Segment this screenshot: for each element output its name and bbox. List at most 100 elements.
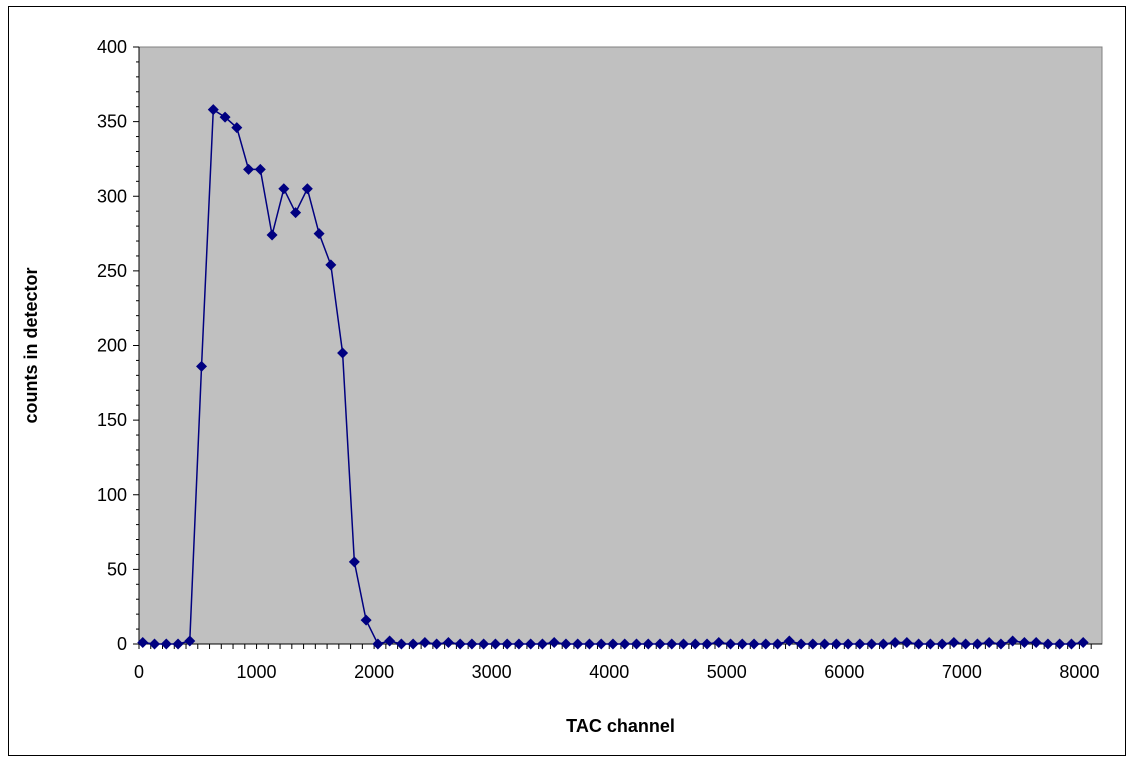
- data-point: [842, 638, 854, 650]
- data-point: [196, 360, 208, 372]
- data-point: [266, 229, 278, 241]
- data-point: [278, 183, 290, 195]
- y-axis-title: counts in detector: [21, 267, 41, 423]
- x-tick-label: 2000: [354, 662, 394, 682]
- data-point: [172, 638, 184, 650]
- data-point: [149, 638, 161, 650]
- data-point: [583, 638, 595, 650]
- data-point: [678, 638, 690, 650]
- data-point: [1030, 637, 1042, 649]
- data-point: [489, 638, 501, 650]
- data-point: [995, 638, 1007, 650]
- data-point: [313, 228, 325, 240]
- data-point: [948, 637, 960, 649]
- x-tick-label: 8000: [1059, 662, 1099, 682]
- data-point: [290, 207, 302, 219]
- plot-area: [138, 46, 1103, 645]
- data-point: [184, 635, 196, 647]
- y-tick-label: 400: [97, 37, 127, 57]
- data-point: [783, 635, 795, 647]
- data-point: [219, 111, 231, 123]
- data-point: [536, 638, 548, 650]
- data-point: [407, 638, 419, 650]
- data-point: [442, 637, 454, 649]
- data-point: [924, 638, 936, 650]
- data-point: [748, 638, 760, 650]
- data-point: [619, 638, 631, 650]
- data-point: [572, 638, 584, 650]
- data-point: [337, 347, 349, 359]
- data-point: [595, 638, 607, 650]
- x-tick-label: 6000: [824, 662, 864, 682]
- data-point: [772, 638, 784, 650]
- data-point: [301, 183, 313, 195]
- data-point: [701, 638, 713, 650]
- x-axis: 0 1000 2000 3000 4000 5000 6000 7000 8000: [134, 643, 1102, 682]
- data-point: [384, 635, 396, 647]
- data-point: [243, 163, 255, 175]
- y-tick-label: 150: [97, 410, 127, 430]
- x-axis-title: TAC channel: [566, 716, 675, 736]
- data-point: [560, 638, 572, 650]
- data-point: [642, 638, 654, 650]
- data-point: [725, 638, 737, 650]
- y-tick-label: 100: [97, 485, 127, 505]
- data-point: [1007, 635, 1019, 647]
- data-point: [513, 638, 525, 650]
- data-point: [607, 638, 619, 650]
- y-tick-label: 0: [117, 634, 127, 654]
- x-tick-label: 4000: [589, 662, 629, 682]
- data-point: [348, 556, 360, 568]
- data-point: [630, 638, 642, 650]
- series-layer: [137, 104, 1089, 650]
- data-point: [372, 638, 384, 650]
- data-point: [1042, 638, 1054, 650]
- y-tick-label: 300: [97, 186, 127, 206]
- data-point: [1018, 637, 1030, 649]
- data-point: [525, 638, 537, 650]
- data-point: [971, 638, 983, 650]
- data-point: [760, 638, 772, 650]
- data-point: [877, 638, 889, 650]
- data-point: [137, 637, 149, 649]
- data-point: [419, 637, 431, 649]
- data-point: [231, 122, 243, 134]
- data-point: [866, 638, 878, 650]
- data-point: [478, 638, 490, 650]
- x-tick-label: 3000: [472, 662, 512, 682]
- data-point: [854, 638, 866, 650]
- data-point: [254, 163, 266, 175]
- y-tick-label: 350: [97, 112, 127, 132]
- data-point: [1054, 638, 1066, 650]
- data-point: [654, 638, 666, 650]
- data-point: [936, 638, 948, 650]
- x-tick-label: 5000: [707, 662, 747, 682]
- data-point: [431, 638, 443, 650]
- x-tick-label: 0: [134, 662, 144, 682]
- data-point: [689, 638, 701, 650]
- data-point: [207, 104, 219, 116]
- data-point: [819, 638, 831, 650]
- data-point: [736, 638, 748, 650]
- data-point: [983, 637, 995, 649]
- data-point: [454, 638, 466, 650]
- data-point: [960, 638, 972, 650]
- data-point: [160, 638, 172, 650]
- data-point: [360, 614, 372, 626]
- data-point: [395, 638, 407, 650]
- data-point: [713, 637, 725, 649]
- data-point: [889, 637, 901, 649]
- data-point: [501, 638, 513, 650]
- data-point: [548, 637, 560, 649]
- x-tick-label: 7000: [942, 662, 982, 682]
- data-point: [666, 638, 678, 650]
- data-point: [325, 259, 337, 271]
- data-point: [830, 638, 842, 650]
- data-point: [466, 638, 478, 650]
- y-axis: 0 50 100 150 200 250 300 350 400: [97, 37, 140, 654]
- y-tick-label: 200: [97, 336, 127, 356]
- data-point: [1077, 637, 1089, 649]
- data-point: [795, 638, 807, 650]
- x-tick-label: 1000: [237, 662, 277, 682]
- y-tick-label: 250: [97, 261, 127, 281]
